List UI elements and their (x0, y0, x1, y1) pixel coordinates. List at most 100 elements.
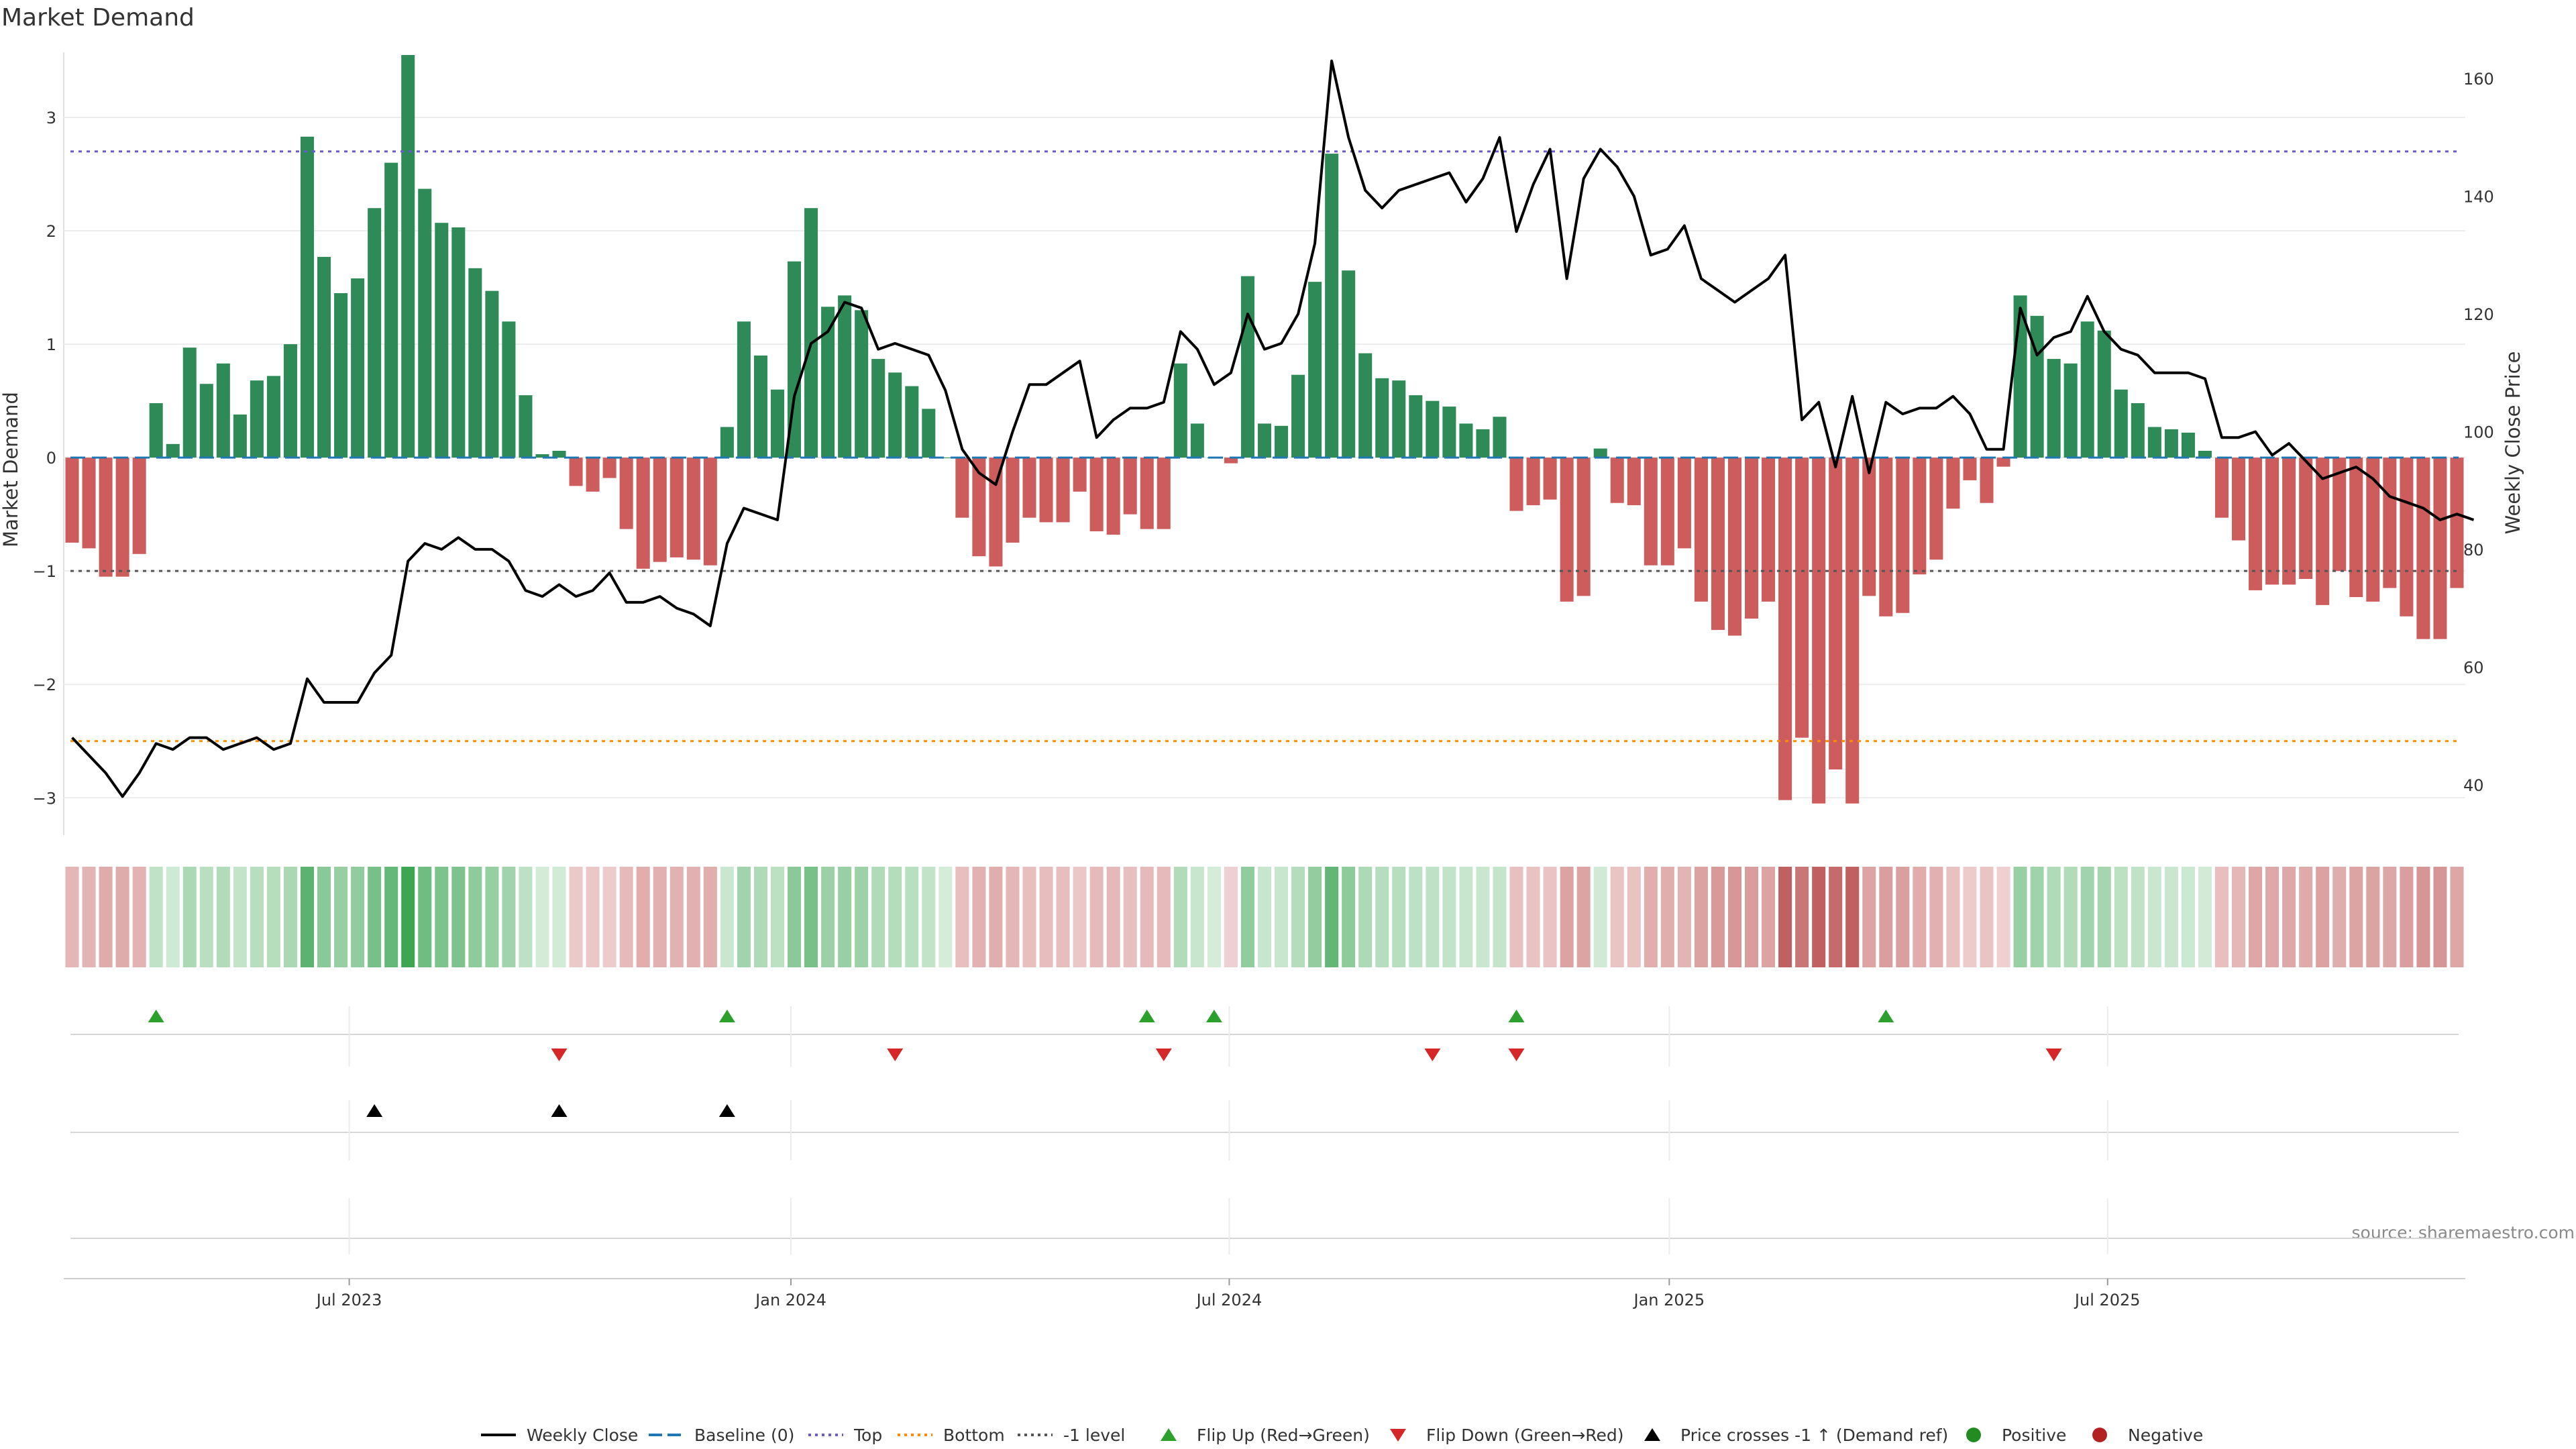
heat-strip-cell (1627, 867, 1641, 967)
demand-bar (1073, 458, 1087, 492)
demand-bar (1409, 395, 1423, 458)
heat-strip-cell (1778, 867, 1792, 967)
demand-bar (2080, 321, 2094, 458)
heat-strip-cell (1996, 867, 2010, 967)
heat-strip-cell (317, 867, 331, 967)
y-axis-left-label: Market Demand (0, 392, 22, 547)
demand-bar (2383, 458, 2397, 588)
demand-bar (300, 136, 315, 458)
demand-bar (283, 344, 297, 458)
demand-bar (2214, 458, 2229, 518)
demand-bar (1123, 458, 1137, 515)
demand-bar (1762, 458, 1776, 602)
demand-bar (266, 376, 280, 458)
legend-bottom-label: Bottom (943, 1426, 1005, 1445)
heat-strip-cell (1476, 867, 1490, 967)
demand-bar (2097, 330, 2111, 458)
demand-bar (602, 458, 616, 478)
heat-strip-cell (1509, 867, 1523, 967)
heat-strip-cell (720, 867, 734, 967)
y-left-tick-label: −3 (33, 789, 56, 808)
heat-strip-cell (1073, 867, 1087, 967)
demand-bar (1896, 458, 1910, 613)
demand-bar (1476, 429, 1490, 458)
heat-strip-cell (1526, 867, 1540, 967)
heat-strip-cell (619, 867, 633, 967)
heat-strip-cell (888, 867, 902, 967)
demand-bar (1325, 154, 1339, 458)
demand-bar (1056, 458, 1070, 523)
heat-strip-cell (1006, 867, 1020, 967)
demand-bar (351, 278, 365, 458)
demand-bar (1039, 458, 1053, 523)
demand-bar (1879, 458, 1893, 616)
demand-bar (720, 427, 734, 458)
demand-bar (1190, 423, 1204, 458)
demand-bar (1459, 423, 1473, 458)
heat-strip-cell (1140, 867, 1154, 967)
heat-strip-cell (1426, 867, 1440, 967)
demand-bar (317, 256, 331, 458)
heat-strip-cell (1610, 867, 1624, 967)
heat-strip-cell (1106, 867, 1120, 967)
demand-bar (2164, 429, 2178, 458)
heat-strip-cell (132, 867, 146, 967)
demand-bar (2147, 427, 2161, 458)
demand-bar (1778, 458, 1792, 800)
demand-bar (1862, 458, 1876, 596)
heat-strip-cell (1929, 867, 1943, 967)
y-axis-right-label: Weekly Close Price (2502, 352, 2524, 535)
heat-strip-cell (1493, 867, 1507, 967)
x-tick-label: Jan 2025 (1632, 1291, 1705, 1309)
demand-bar (2349, 458, 2363, 598)
price-cross-marker (551, 1104, 568, 1117)
demand-bar (1946, 458, 1960, 509)
demand-bar (166, 443, 180, 458)
demand-bar (2232, 458, 2246, 541)
heat-strip-cell (1375, 867, 1389, 967)
demand-bar (821, 307, 835, 458)
heat-strip-cell (1829, 867, 1843, 967)
heat-strip-cell (468, 867, 482, 967)
demand-bar (149, 402, 163, 458)
heat-strip-cell (115, 867, 129, 967)
heat-strip-cell (1862, 867, 1876, 967)
flip-down-marker (2045, 1049, 2062, 1061)
heat-strip-cell (182, 867, 197, 967)
heat-strip-cell (1257, 867, 1272, 967)
heat-strip-cell (653, 867, 667, 967)
demand-bar (199, 384, 213, 458)
demand-bar (233, 414, 247, 458)
heat-strip-cell (233, 867, 247, 967)
heat-strip-cell (1576, 867, 1591, 967)
heat-strip-cell (1291, 867, 1305, 967)
demand-bar (1576, 458, 1591, 596)
heat-strip-cell (770, 867, 784, 967)
heat-strip-cell (1896, 867, 1910, 967)
heat-strip-cell (2013, 867, 2027, 967)
heat-strip-cell (1123, 867, 1137, 967)
heat-strip-cell (2214, 867, 2229, 967)
demand-bar (535, 454, 549, 458)
heat-strip-cell (2114, 867, 2128, 967)
demand-bar (1493, 417, 1507, 458)
demand-bar (636, 458, 650, 569)
legend-top-label: Top (853, 1426, 882, 1445)
heat-strip-cell (1342, 867, 1356, 967)
heat-strip-cell (586, 867, 600, 967)
heat-strip-cell (82, 867, 96, 967)
legend-negative-label: Negative (2128, 1426, 2203, 1445)
demand-bar (1275, 425, 1289, 458)
demand-bar (216, 363, 230, 458)
heat-strip-cell (1913, 867, 1927, 967)
heat-strip-cell (2416, 867, 2430, 967)
demand-bar (2400, 458, 2414, 616)
demand-bar (1022, 458, 1036, 518)
y-left-tick-label: 0 (46, 449, 56, 468)
flip-up-marker (1205, 1010, 1222, 1022)
heat-strip-cell (788, 867, 802, 967)
heat-strip-cell (2164, 867, 2178, 967)
demand-bar (1173, 363, 1187, 458)
demand-bar (1358, 353, 1373, 458)
demand-bar (770, 389, 784, 458)
